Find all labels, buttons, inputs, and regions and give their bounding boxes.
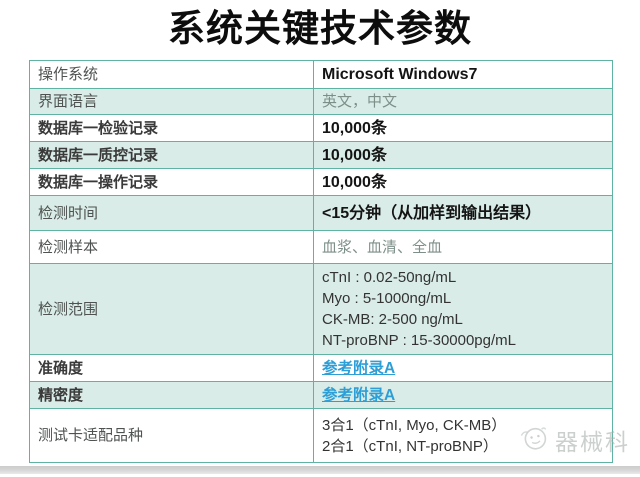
value-line: 2合1（cTnI, NT-proBNP）: [322, 437, 498, 455]
param-label: 准确度: [29, 354, 314, 382]
param-label: 检测范围: [29, 263, 314, 355]
appendix-link[interactable]: 参考附录A: [322, 386, 396, 404]
param-label: 检测样本: [29, 230, 314, 264]
value-line: 3合1（cTnI, Myo, CK-MB）: [322, 416, 507, 434]
table-row: 操作系统 Microsoft Windows7: [29, 60, 613, 89]
table-row: 数据库一检验记录 10,000条: [29, 114, 613, 142]
table-row: 检测样本 血浆、血清、全血: [29, 230, 613, 264]
value-line: CK-MB: 2-500 ng/mL: [322, 311, 463, 328]
param-label: 数据库一检验记录: [29, 114, 314, 142]
param-value: <15分钟（从加样到输出结果）: [313, 195, 613, 231]
param-value: 3合1（cTnI, Myo, CK-MB） 2合1（cTnI, NT-proBNP…: [313, 408, 613, 463]
param-value: 参考附录A: [313, 354, 613, 382]
param-value: 英文，中文: [313, 88, 613, 115]
param-value: cTnI : 0.02-50ng/mL Myo : 5-1000ng/mL CK-M…: [313, 263, 613, 355]
table-row: 测试卡适配品种 3合1（cTnI, Myo, CK-MB） 2合1（cTnI, NT…: [29, 408, 613, 463]
table-row: 检测范围 cTnI : 0.02-50ng/mL Myo : 5-1000ng/mL…: [29, 263, 613, 355]
param-value: 参考附录A: [313, 381, 613, 409]
param-value: Microsoft Windows7: [313, 60, 613, 89]
appendix-link[interactable]: 参考附录A: [322, 359, 396, 377]
spec-table-body: 操作系统 Microsoft Windows7 界面语言 英文，中文 数据库一检验记录 1…: [29, 60, 613, 463]
table-row: 数据库一操作记录 10,000条: [29, 168, 613, 196]
param-label: 检测时间: [29, 195, 314, 231]
table-row: 准确度 参考附录A: [29, 354, 613, 382]
param-value: 10,000条: [313, 168, 613, 196]
param-label: 数据库一质控记录: [29, 141, 314, 169]
value-line: NT-proBNP : 15-30000pg/mL: [322, 332, 516, 349]
value-line: Myo : 5-1000ng/mL: [322, 290, 452, 307]
param-label: 精密度: [29, 381, 314, 409]
table-row: 精密度 参考附录A: [29, 381, 613, 409]
param-label: 测试卡适配品种: [29, 408, 314, 463]
param-label: 操作系统: [29, 60, 314, 89]
table-row: 界面语言 英文，中文: [29, 88, 613, 115]
page-title: 系统关键技术参数: [168, 8, 472, 49]
spec-table: 操作系统 Microsoft Windows7 界面语言 英文，中文 数据库一检验记录 1…: [29, 60, 613, 463]
param-value: 血浆、血清、全血: [313, 230, 613, 264]
param-value: 10,000条: [313, 141, 613, 169]
table-row: 检测时间 <15分钟（从加样到输出结果）: [29, 195, 613, 231]
table-row: 数据库一质控记录 10,000条: [29, 141, 613, 169]
param-value: 10,000条: [313, 114, 613, 142]
param-label: 界面语言: [29, 88, 314, 115]
param-label: 数据库一操作记录: [29, 168, 314, 196]
bottom-edge-shadow: [0, 466, 640, 474]
value-line: cTnI : 0.02-50ng/mL: [322, 269, 457, 286]
